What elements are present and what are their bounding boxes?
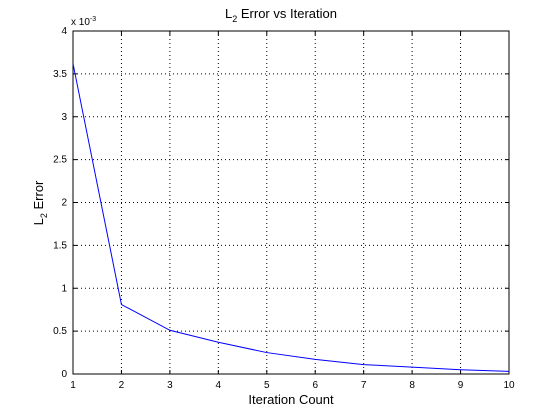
y-tick-label: 0 — [61, 369, 67, 380]
plot-area — [73, 31, 509, 374]
x-tick-label: 2 — [119, 380, 125, 391]
y-tick-label: 1.5 — [53, 240, 67, 251]
y-axis-label-subscript: 2 — [39, 213, 49, 218]
x-tick-label: 8 — [409, 380, 415, 391]
y-tick-label: 1 — [61, 283, 67, 294]
x-tick-label: 7 — [361, 380, 367, 391]
y-axis-label: L2 Error — [31, 180, 49, 225]
y-exponent-label: x 10-3 — [71, 16, 96, 28]
y-exponent-prefix: x 10 — [71, 17, 90, 28]
y-exponent-power: -3 — [90, 16, 96, 23]
x-tick-label: 1 — [70, 380, 76, 391]
series-line — [72, 63, 510, 372]
chart-title-subscript: 2 — [232, 14, 237, 24]
x-tick-label: 6 — [312, 380, 318, 391]
axis-ticks: 1 2 3 4 5 6 7 8 9 10 0 0.5 1 1.5 2 2.5 3 3.5 4 — [53, 26, 515, 391]
y-tick-label: 4 — [61, 26, 67, 37]
x-tick-label: 9 — [458, 380, 464, 391]
chart-title: L2 Error vs Iteration — [225, 6, 337, 24]
x-tick-label: 4 — [216, 380, 222, 391]
x-tick-label: 10 — [503, 380, 515, 391]
y-tick-label: 2 — [61, 198, 67, 209]
x-axis-label: Iteration Count — [248, 392, 334, 407]
y-tick-label: 3.5 — [53, 69, 67, 80]
x-tick-label: 3 — [167, 380, 173, 391]
y-tick-label: 0.5 — [53, 326, 67, 337]
chart-title-rest: Error vs Iteration — [237, 6, 337, 21]
chart-title-main: L — [225, 6, 232, 21]
y-tick-label: 2.5 — [53, 155, 67, 166]
y-tick-label: 3 — [61, 112, 67, 123]
y-axis-label-main: L — [31, 218, 46, 225]
x-tick-label: 5 — [264, 380, 270, 391]
y-axis-label-rest: Error — [31, 180, 46, 213]
grid-lines — [73, 31, 509, 374]
